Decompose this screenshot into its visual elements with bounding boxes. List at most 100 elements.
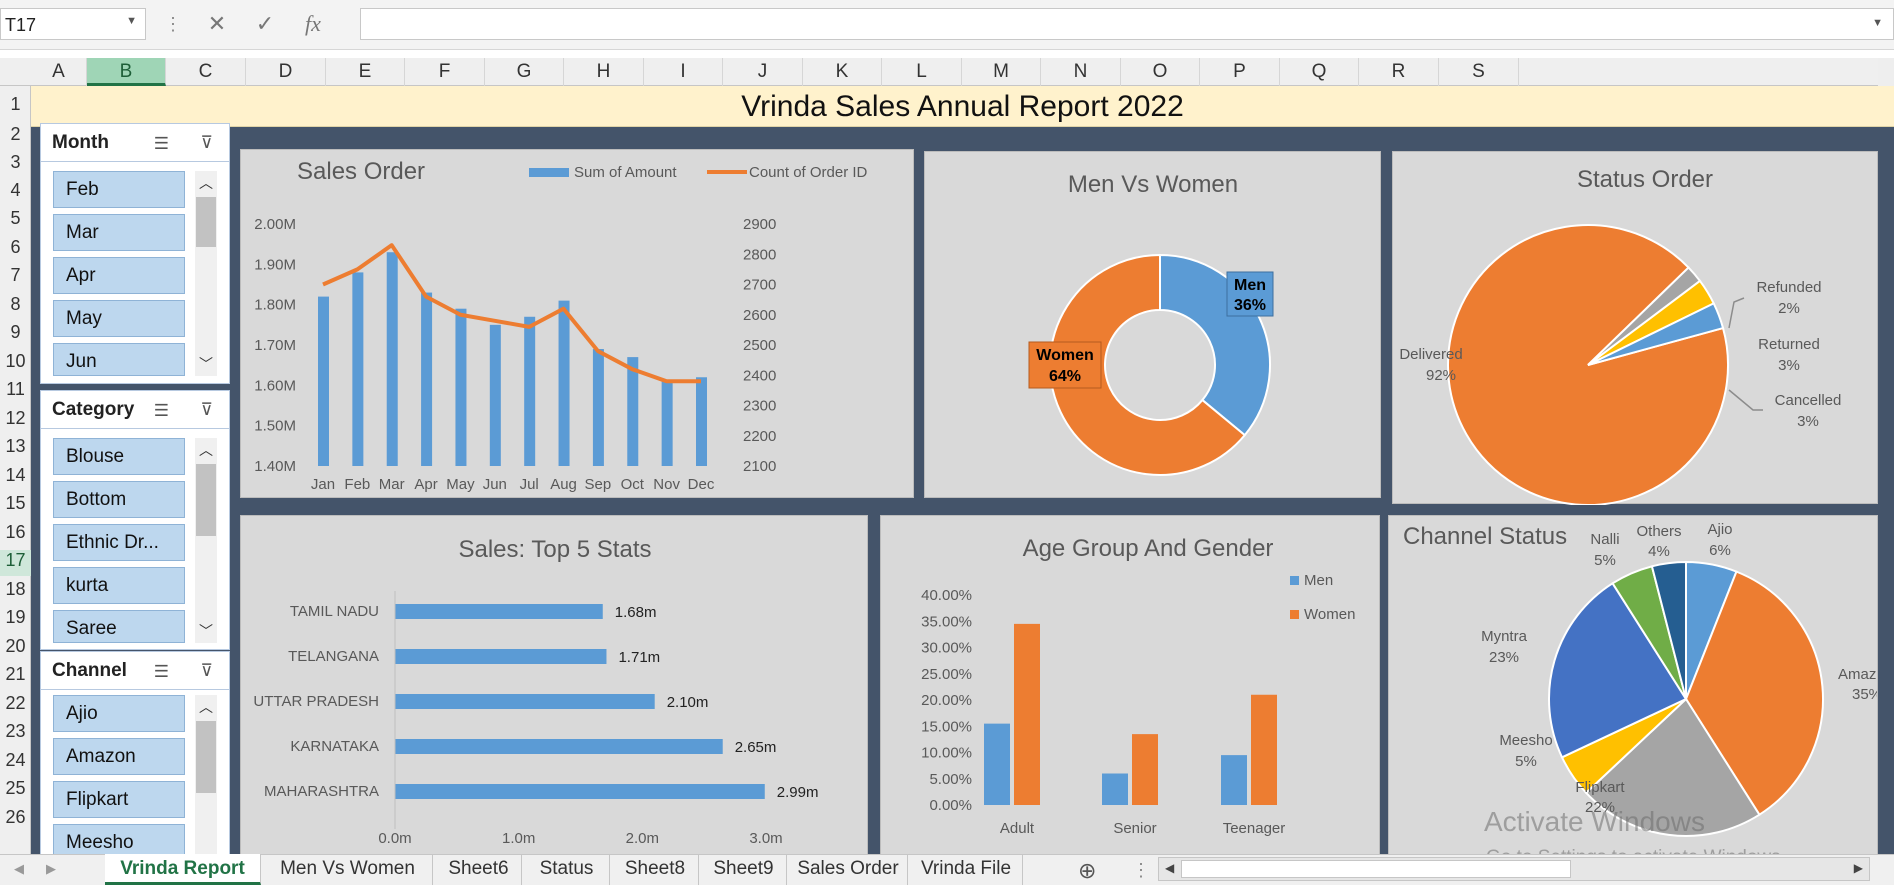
channel-slicer[interactable]: Channel ☰ ⊽ Ajio Amazon Flipkart Meesho ︿ xyxy=(40,651,230,855)
column-header-i[interactable]: I xyxy=(644,58,723,86)
column-header-j[interactable]: J xyxy=(723,58,803,86)
slicer-item-feb[interactable]: Feb xyxy=(53,171,185,208)
month-slicer[interactable]: Month ☰ ⊽ Feb Mar Apr May Jun ︿ ﹀ xyxy=(40,123,230,384)
formula-input[interactable]: ▼ xyxy=(360,8,1894,40)
expand-formula-icon[interactable]: ▼ xyxy=(1872,17,1883,29)
slicer-item-mar[interactable]: Mar xyxy=(53,214,185,251)
column-header-l[interactable]: L xyxy=(882,58,962,86)
row-header-1[interactable]: 1 xyxy=(10,94,21,114)
scroll-down-icon[interactable]: ﹀ xyxy=(199,623,213,639)
column-header-q[interactable]: Q xyxy=(1280,58,1359,86)
row-header-10[interactable]: 10 xyxy=(5,351,26,371)
sheet-tab-sheet6[interactable]: Sheet6 xyxy=(436,854,522,885)
channel-slicer-scrollbar[interactable]: ︿ xyxy=(195,695,217,855)
column-header-o[interactable]: O xyxy=(1121,58,1200,86)
column-header-k[interactable]: K xyxy=(803,58,882,86)
slicer-item-may[interactable]: May xyxy=(53,300,185,337)
sheet-tab-status[interactable]: Status xyxy=(524,854,610,885)
row-header-6[interactable]: 6 xyxy=(10,237,21,257)
row-header-7[interactable]: 7 xyxy=(10,265,21,285)
row-header-14[interactable]: 14 xyxy=(5,465,26,485)
column-header-h[interactable]: H xyxy=(564,58,644,86)
column-header-m[interactable]: M xyxy=(962,58,1041,86)
row-header-4[interactable]: 4 xyxy=(10,180,21,200)
column-header-g[interactable]: G xyxy=(485,58,564,86)
row-header-2[interactable]: 2 xyxy=(10,124,21,144)
row-header-13[interactable]: 13 xyxy=(5,436,26,456)
row-header-19[interactable]: 19 xyxy=(5,607,26,627)
scroll-thumb[interactable] xyxy=(196,197,216,247)
slicer-item-kurta[interactable]: kurta xyxy=(53,567,185,604)
row-header-25[interactable]: 25 xyxy=(5,778,26,798)
scroll-thumb[interactable] xyxy=(196,464,216,536)
clear-filter-icon[interactable]: ⊽ xyxy=(200,133,213,152)
column-header-p[interactable]: P xyxy=(1200,58,1280,86)
tab-scroll-left-icon[interactable]: ◀ xyxy=(14,861,24,876)
clear-filter-icon[interactable]: ⊽ xyxy=(200,400,213,419)
slicer-item-flipkart[interactable]: Flipkart xyxy=(53,781,185,818)
slicer-item-saree[interactable]: Saree xyxy=(53,610,185,643)
column-header-d[interactable]: D xyxy=(246,58,326,86)
sheet-tab-vrinda-report[interactable]: Vrinda Report xyxy=(105,854,261,885)
column-header-c[interactable]: C xyxy=(166,58,246,86)
slicer-item-ajio[interactable]: Ajio xyxy=(53,695,185,732)
insert-function-icon[interactable]: fx xyxy=(305,11,321,36)
men-vs-women-chart-panel[interactable]: Men Vs Women Men 36% Women 64% xyxy=(924,151,1381,498)
row-header-18[interactable]: 18 xyxy=(5,579,26,599)
row-header-15[interactable]: 15 xyxy=(5,493,26,513)
row-header-12[interactable]: 12 xyxy=(5,408,26,428)
sheet-tab-sales-order[interactable]: Sales Order xyxy=(789,854,908,885)
row-header-9[interactable]: 9 xyxy=(10,322,21,342)
row-header-20[interactable]: 20 xyxy=(5,636,26,656)
status-order-chart-panel[interactable]: Status Order Delivered 92% Refunded 2% Return… xyxy=(1392,151,1878,506)
horizontal-scrollbar[interactable]: ◀ ▶ xyxy=(1158,857,1870,881)
multi-select-icon[interactable]: ☰ xyxy=(153,401,169,420)
sheet-tab-men-vs-women[interactable]: Men Vs Women xyxy=(263,854,433,885)
column-header-r[interactable]: R xyxy=(1359,58,1439,86)
row-header-22[interactable]: 22 xyxy=(5,693,26,713)
row-header-17[interactable]: 17 xyxy=(0,550,31,576)
scroll-right-icon[interactable]: ▶ xyxy=(1853,861,1863,875)
cancel-icon[interactable]: ✕ xyxy=(207,11,227,36)
clear-filter-icon[interactable]: ⊽ xyxy=(200,661,213,680)
row-header-24[interactable]: 24 xyxy=(5,750,26,770)
sales-order-chart-panel[interactable]: Sales Order Sum of Amount Count of Order I… xyxy=(240,149,914,498)
enter-icon[interactable]: ✓ xyxy=(255,11,275,36)
new-sheet-icon[interactable]: ⊕ xyxy=(1078,858,1097,883)
sheet-tab-sheet9[interactable]: Sheet9 xyxy=(701,854,787,885)
top5-states-chart-panel[interactable]: Sales: Top 5 Stats TAMIL NADU 1.68m TELANGA… xyxy=(240,515,868,854)
column-header-f[interactable]: F xyxy=(405,58,485,86)
column-header-n[interactable]: N xyxy=(1041,58,1121,86)
slicer-item-blouse[interactable]: Blouse xyxy=(53,438,185,475)
slicer-item-amazon[interactable]: Amazon xyxy=(53,738,185,775)
age-group-chart-panel[interactable]: Age Group And Gender 40.00% 35.00% 30.00% 25… xyxy=(880,515,1380,854)
category-slicer[interactable]: Category ☰ ⊽ Blouse Bottom Ethnic Dr... ku… xyxy=(40,390,230,650)
row-header-21[interactable]: 21 xyxy=(5,664,26,684)
column-header-a[interactable]: A xyxy=(31,58,87,86)
scroll-down-icon[interactable]: ﹀ xyxy=(199,356,213,372)
row-header-3[interactable]: 3 xyxy=(10,152,21,172)
scroll-up-icon[interactable]: ︿ xyxy=(199,442,213,458)
row-header-8[interactable]: 8 xyxy=(10,294,21,314)
slicer-item-meesho[interactable]: Meesho xyxy=(53,824,185,855)
row-header-23[interactable]: 23 xyxy=(5,721,26,741)
row-header-11[interactable]: 11 xyxy=(6,379,25,399)
tab-scroll-right-icon[interactable]: ▶ xyxy=(46,861,56,876)
slicer-item-apr[interactable]: Apr xyxy=(53,257,185,294)
channel-status-chart-panel[interactable]: Channel Status Ajio 6% Amaz 35% Flipkart 22% Me… xyxy=(1388,515,1878,854)
slicer-item-ethnic-dress[interactable]: Ethnic Dr... xyxy=(53,524,185,561)
scroll-up-icon[interactable]: ︿ xyxy=(199,699,213,715)
column-header-s[interactable]: S xyxy=(1439,58,1519,86)
name-box[interactable]: T17 ▼ xyxy=(0,8,146,40)
scroll-left-icon[interactable]: ◀ xyxy=(1165,861,1175,875)
category-slicer-scrollbar[interactable]: ︿ ﹀ xyxy=(195,438,217,643)
row-header-16[interactable]: 16 xyxy=(5,522,26,542)
column-header-b[interactable]: B xyxy=(87,58,166,86)
multi-select-icon[interactable]: ☰ xyxy=(153,134,169,153)
sheet-tab-vrinda-file[interactable]: Vrinda File xyxy=(910,854,1023,885)
month-slicer-scrollbar[interactable]: ︿ ﹀ xyxy=(195,171,217,376)
scroll-thumb[interactable] xyxy=(1181,860,1571,878)
row-header-26[interactable]: 26 xyxy=(5,807,26,827)
sheet-tab-sheet8[interactable]: Sheet8 xyxy=(612,854,699,885)
column-header-e[interactable]: E xyxy=(326,58,405,86)
